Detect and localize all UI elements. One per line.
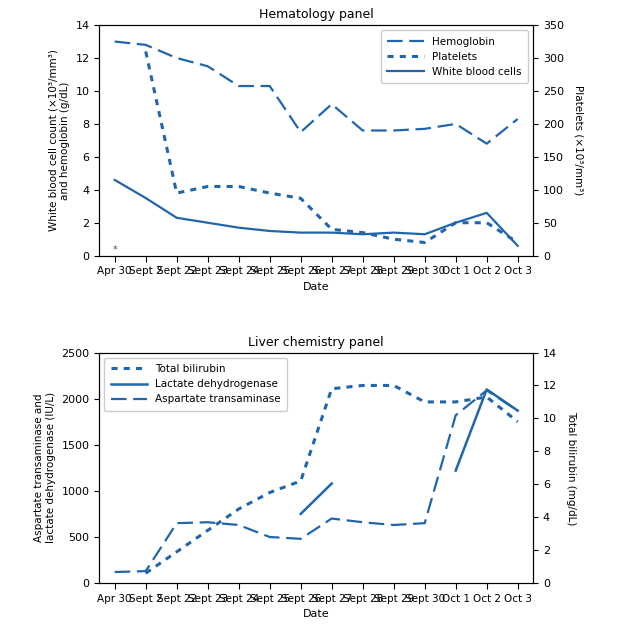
X-axis label: Date: Date <box>303 609 329 619</box>
Y-axis label: Total bilirubin (mg/dL): Total bilirubin (mg/dL) <box>567 411 577 525</box>
Title: Liver chemistry panel: Liver chemistry panel <box>249 335 384 349</box>
Y-axis label: Aspartate transaminase and
lactate dehydrogenase (IU/L): Aspartate transaminase and lactate dehyd… <box>34 393 56 544</box>
Legend: Hemoglobin, Platelets, White blood cells: Hemoglobin, Platelets, White blood cells <box>381 30 528 83</box>
Y-axis label: Platelets (×10³/mm³): Platelets (×10³/mm³) <box>574 85 583 196</box>
Legend: Total bilirubin, Lactate dehydrogenase, Aspartate transaminase: Total bilirubin, Lactate dehydrogenase, … <box>104 358 287 411</box>
X-axis label: Date: Date <box>303 282 329 292</box>
Text: *: * <box>112 245 117 255</box>
Y-axis label: White blood cell count (×10³/mm³)
and hemoglobin (g/dL): White blood cell count (×10³/mm³) and he… <box>48 50 70 231</box>
Title: Hematology panel: Hematology panel <box>259 8 374 21</box>
